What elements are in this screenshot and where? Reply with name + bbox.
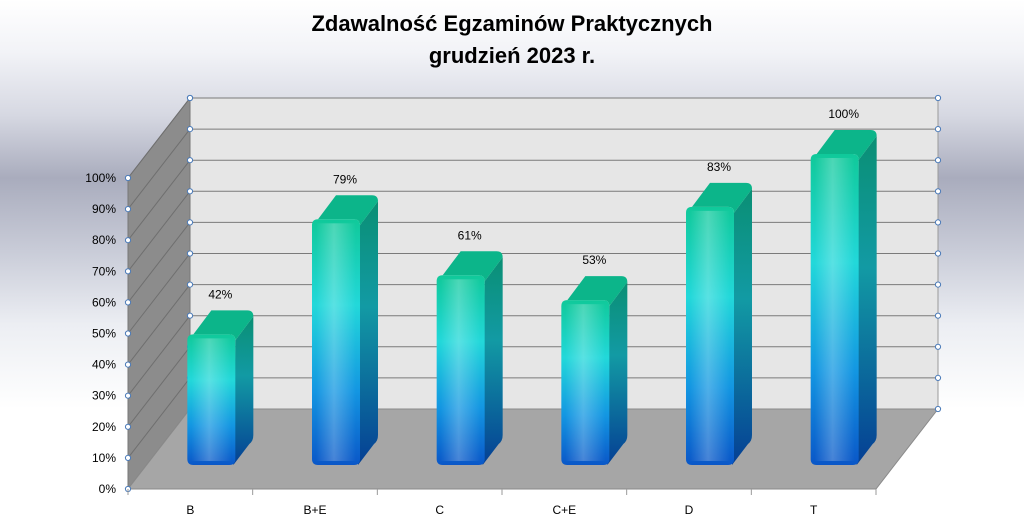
y-tick-label: 0% — [99, 482, 117, 496]
back-tick-marker — [186, 250, 194, 257]
right-tick-marker — [934, 188, 942, 195]
data-label: 61% — [458, 228, 482, 242]
bar — [810, 130, 877, 465]
side-gridline — [127, 190, 191, 272]
y-tick-label: 40% — [92, 358, 116, 372]
bar-side — [482, 257, 503, 465]
back-tick-marker — [186, 219, 194, 226]
bar-side — [607, 282, 628, 465]
right-tick-marker — [934, 374, 942, 381]
side-gridline — [127, 97, 191, 179]
chart-subtitle: grudzień 2023 r. — [428, 43, 596, 68]
y-tick-marker — [124, 361, 132, 368]
right-tick-marker — [934, 343, 942, 350]
side-gridline — [127, 377, 191, 459]
right-tick-marker — [934, 157, 942, 164]
side-gridline — [127, 159, 191, 241]
right-tick-marker — [934, 94, 942, 102]
bar — [436, 251, 503, 465]
y-tick-label: 80% — [92, 233, 116, 247]
bar — [187, 310, 254, 465]
x-category-label: C+E — [552, 503, 576, 517]
right-tick-marker — [934, 405, 942, 413]
y-tick-marker — [124, 423, 132, 430]
bar-highlight — [690, 210, 730, 461]
bar-highlight — [440, 279, 481, 461]
side-gridline — [127, 315, 191, 397]
y-tick-marker — [124, 392, 132, 399]
y-tick-marker — [124, 299, 132, 306]
x-category-label: T — [810, 503, 818, 517]
right-tick-marker — [934, 219, 942, 226]
right-tick-marker — [934, 250, 942, 257]
y-tick-label: 30% — [92, 389, 116, 403]
y-tick-marker — [124, 268, 132, 275]
side-gridline — [127, 284, 191, 365]
bar — [561, 276, 628, 465]
y-tick-marker — [124, 237, 132, 244]
y-tick-label: 20% — [92, 420, 116, 434]
side-gridline — [127, 346, 191, 428]
right-tick-marker — [934, 281, 942, 288]
bar-top — [318, 195, 378, 226]
right-tick-marker — [934, 312, 942, 319]
y-tick-label: 70% — [92, 264, 116, 278]
x-category-label: B+E — [303, 503, 326, 517]
bar-top — [442, 251, 503, 282]
chart-title-line1: Zdawalność Egzaminów Praktycznych — [311, 11, 713, 36]
y-tick-label: 100% — [85, 171, 116, 185]
bar-highlight — [565, 304, 606, 461]
right-tick-marker — [934, 126, 942, 133]
back-tick-marker — [186, 312, 194, 319]
bar — [686, 182, 752, 465]
back-tick-marker — [186, 157, 194, 164]
bar-top — [692, 182, 752, 213]
data-label: 83% — [707, 160, 731, 174]
side-gridline — [127, 253, 191, 334]
bar-side — [732, 188, 752, 465]
bar-top — [193, 310, 254, 341]
back-tick-marker — [186, 188, 194, 195]
bar-side — [856, 136, 877, 465]
back-tick-marker — [186, 94, 194, 102]
y-tick-label: 10% — [92, 451, 116, 465]
x-category-label: B — [186, 503, 194, 517]
y-tick-marker — [124, 330, 132, 337]
bar-top — [816, 130, 877, 160]
data-label: 42% — [208, 287, 232, 301]
bar-highlight — [191, 338, 232, 461]
side-gridline — [127, 128, 191, 210]
y-tick-marker — [124, 206, 132, 213]
back-tick-marker — [186, 281, 194, 288]
bar-top — [567, 276, 628, 307]
back-tick-marker — [186, 126, 194, 133]
bar — [312, 195, 378, 465]
y-tick-label: 60% — [92, 295, 116, 309]
y-tick-marker — [124, 454, 132, 461]
bar-highlight — [316, 223, 356, 461]
data-label: 79% — [333, 172, 357, 186]
y-tick-label: 90% — [92, 202, 116, 216]
y-tick-label: 50% — [92, 327, 116, 341]
bar-side — [233, 316, 254, 465]
x-category-label: D — [685, 503, 694, 517]
side-gridline — [127, 222, 191, 303]
y-tick-marker — [124, 174, 132, 182]
chart-title: Zdawalność Egzaminów Praktycznych grudzi… — [0, 8, 1024, 72]
x-category-label: C — [435, 503, 444, 517]
data-label: 53% — [582, 253, 606, 267]
data-label: 100% — [828, 107, 859, 121]
bar-highlight — [814, 158, 855, 461]
bar-side — [358, 201, 378, 465]
